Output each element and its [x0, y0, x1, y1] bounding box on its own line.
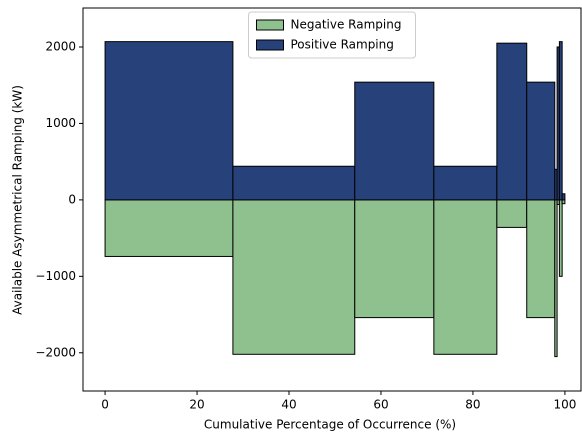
y-tick-label: −1000: [35, 269, 76, 283]
x-tick-label: 100: [553, 398, 576, 412]
y-tick-label: 2000: [45, 39, 76, 53]
bar: [526, 81, 556, 201]
x-tick-label: 20: [189, 398, 204, 412]
y-axis-label: Available Asymmetrical Ramping (kW): [11, 85, 25, 315]
legend-label: Positive Ramping: [291, 38, 394, 52]
bar: [354, 81, 435, 201]
bar: [433, 199, 498, 355]
x-tick-label: 40: [281, 398, 296, 412]
bar: [104, 199, 234, 257]
bar: [433, 165, 498, 201]
y-tick-label: 0: [68, 192, 76, 206]
legend-label: Negative Ramping: [291, 18, 402, 32]
x-tick-label: 0: [101, 398, 109, 412]
x-tick-label: 60: [373, 398, 388, 412]
bar: [232, 199, 356, 355]
bar: [496, 199, 528, 228]
bar: [561, 193, 566, 201]
bar: [561, 199, 566, 205]
legend-box: [248, 11, 416, 59]
bar: [232, 165, 356, 201]
bar: [104, 41, 234, 201]
legend-swatch: [256, 19, 284, 31]
y-tick-label: 1000: [45, 116, 76, 130]
bar: [554, 199, 558, 358]
legend-swatch: [256, 39, 284, 51]
bar: [496, 42, 528, 201]
bar: [354, 199, 435, 319]
bar: [558, 41, 563, 201]
y-tick-label: −2000: [35, 345, 76, 359]
x-axis-label: Cumulative Percentage of Occurrence (%): [204, 418, 456, 432]
bar: [526, 199, 556, 319]
x-tick-label: 80: [465, 398, 480, 412]
bar: [558, 199, 563, 277]
